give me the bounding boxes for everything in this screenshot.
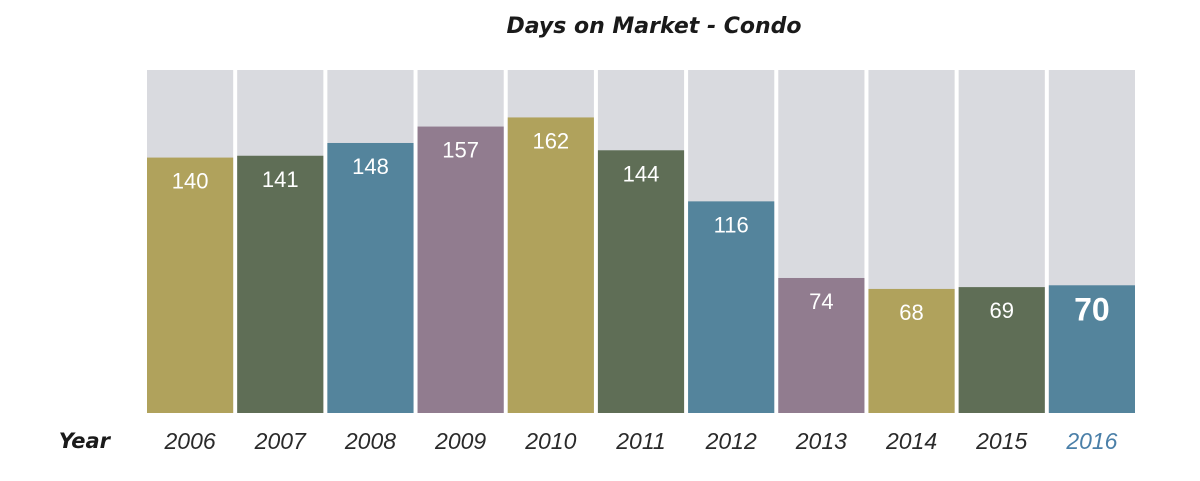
bars-group: 140 2006 141 2007 148 2008 157 2009 162 2010 144 20…	[147, 70, 1135, 454]
x-tick-label-2013: 2013	[795, 428, 847, 454]
x-axis-label: Year	[59, 429, 112, 453]
x-tick-label-2008: 2008	[344, 428, 396, 454]
bar-2014	[868, 288, 955, 413]
x-tick-label-2009: 2009	[434, 428, 486, 454]
data-label-2012: 116	[714, 212, 749, 237]
data-label-2015: 69	[989, 298, 1013, 323]
x-tick-label-2016: 2016	[1065, 428, 1117, 454]
bar-2009	[417, 126, 504, 414]
bar-2012	[688, 201, 775, 413]
x-tick-label-2015: 2015	[975, 428, 1027, 454]
data-label-2006: 140	[172, 169, 209, 194]
data-label-2010: 162	[532, 128, 569, 153]
data-label-2013: 74	[809, 289, 833, 314]
x-tick-label-2014: 2014	[885, 428, 937, 454]
bar-2007	[237, 155, 324, 413]
data-label-2014: 68	[899, 300, 923, 325]
x-tick-label-2006: 2006	[164, 428, 216, 454]
data-label-2011: 144	[623, 161, 660, 186]
bar-2015	[958, 287, 1045, 413]
x-tick-label-2010: 2010	[524, 428, 576, 454]
data-label-2008: 148	[352, 154, 389, 179]
bar-2006	[147, 157, 234, 413]
chart-title: Days on Market - Condo	[506, 14, 802, 39]
data-label-2009: 157	[442, 138, 479, 163]
x-tick-label-2011: 2011	[615, 428, 665, 454]
data-label-2007: 141	[262, 167, 299, 192]
bar-2010	[507, 117, 594, 414]
bar-2008	[327, 142, 414, 413]
data-label-2016: 70	[1074, 291, 1110, 327]
x-tick-label-2012: 2012	[705, 428, 757, 454]
bar-2013	[778, 277, 865, 413]
bar-2011	[597, 150, 685, 413]
x-tick-label-2007: 2007	[254, 428, 307, 454]
bar-2016	[1048, 285, 1135, 413]
